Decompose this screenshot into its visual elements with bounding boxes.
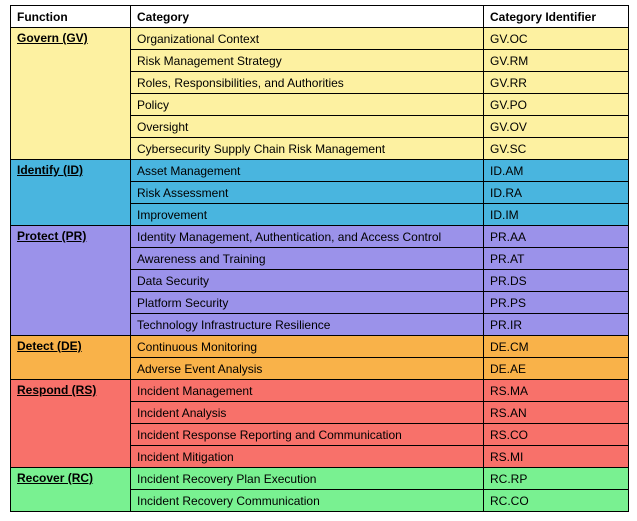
category-identifier: RS.MI bbox=[483, 445, 629, 468]
function-name: Govern (GV) bbox=[10, 27, 131, 160]
category-name: Platform Security bbox=[130, 291, 484, 314]
table-row: Risk Management Strategy GV.RM bbox=[10, 49, 629, 72]
category-name: Awareness and Training bbox=[130, 247, 484, 270]
category-identifier: PR.AT bbox=[483, 247, 629, 270]
category-name: Cybersecurity Supply Chain Risk Manageme… bbox=[130, 137, 484, 160]
function-name: Detect (DE) bbox=[10, 335, 131, 380]
category-identifier: ID.AM bbox=[483, 159, 629, 182]
category-identifier: PR.IR bbox=[483, 313, 629, 336]
table-row: Risk Assessment ID.RA bbox=[10, 181, 629, 204]
category-name: Continuous Monitoring bbox=[130, 335, 484, 358]
table-row: Detect (DE) Continuous Monitoring DE.CM bbox=[10, 335, 629, 380]
category-name: Incident Mitigation bbox=[130, 445, 484, 468]
category-identifier: ID.IM bbox=[483, 203, 629, 226]
table-row: Incident Mitigation RS.MI bbox=[10, 445, 629, 468]
category-name: Incident Recovery Communication bbox=[130, 489, 484, 512]
category-name: Technology Infrastructure Resilience bbox=[130, 313, 484, 336]
table-row: Identify (ID) Asset Management ID.AM bbox=[10, 159, 629, 226]
header-row: Function Category Category Identifier bbox=[10, 5, 629, 28]
category-identifier: PR.AA bbox=[483, 225, 629, 248]
category-name: Incident Management bbox=[130, 379, 484, 402]
category-identifier: RS.AN bbox=[483, 401, 629, 424]
category-identifier: GV.OC bbox=[483, 27, 629, 50]
category-name: Risk Assessment bbox=[130, 181, 484, 204]
category-identifier: GV.PO bbox=[483, 93, 629, 116]
category-name: Oversight bbox=[130, 115, 484, 138]
table-row: Protect (PR) Identity Management, Authent… bbox=[10, 225, 629, 336]
table-row: Incident Response Reporting and Communic… bbox=[10, 423, 629, 446]
table-row: Improvement ID.IM bbox=[10, 203, 629, 226]
csf-functions-table: Function Category Category Identifier Go… bbox=[10, 5, 629, 512]
table-row: Data Security PR.DS bbox=[10, 269, 629, 292]
category-name: Asset Management bbox=[130, 159, 484, 182]
table-row: Incident Analysis RS.AN bbox=[10, 401, 629, 424]
category-name: Roles, Responsibilities, and Authorities bbox=[130, 71, 484, 94]
category-name: Incident Recovery Plan Execution bbox=[130, 467, 484, 490]
table-row: Respond (RS) Incident Management RS.MA bbox=[10, 379, 629, 468]
category-identifier: RS.MA bbox=[483, 379, 629, 402]
category-identifier: GV.RR bbox=[483, 71, 629, 94]
category-name: Risk Management Strategy bbox=[130, 49, 484, 72]
category-identifier: GV.SC bbox=[483, 137, 629, 160]
category-name: Policy bbox=[130, 93, 484, 116]
category-name: Adverse Event Analysis bbox=[130, 357, 484, 380]
category-identifier: DE.AE bbox=[483, 357, 629, 380]
category-name: Incident Response Reporting and Communic… bbox=[130, 423, 484, 446]
function-name: Respond (RS) bbox=[10, 379, 131, 468]
header-category-identifier: Category Identifier bbox=[483, 5, 629, 28]
category-name: Incident Analysis bbox=[130, 401, 484, 424]
table-row: Incident Recovery Communication RC.CO bbox=[10, 489, 629, 512]
category-identifier: ID.RA bbox=[483, 181, 629, 204]
table-row: Oversight GV.OV bbox=[10, 115, 629, 138]
function-name: Identify (ID) bbox=[10, 159, 131, 226]
function-name: Protect (PR) bbox=[10, 225, 131, 336]
category-identifier: RS.CO bbox=[483, 423, 629, 446]
table-row: Platform Security PR.PS bbox=[10, 291, 629, 314]
category-name: Improvement bbox=[130, 203, 484, 226]
table-body: Govern (GV) Organizational Context GV.OC Ri… bbox=[10, 27, 629, 512]
category-name: Data Security bbox=[130, 269, 484, 292]
csf-table-container: Function Category Category Identifier Go… bbox=[10, 5, 629, 512]
category-identifier: RC.RP bbox=[483, 467, 629, 490]
table-row: Technology Infrastructure Resilience PR.I… bbox=[10, 313, 629, 336]
category-identifier: PR.DS bbox=[483, 269, 629, 292]
category-name: Organizational Context bbox=[130, 27, 484, 50]
table-row: Govern (GV) Organizational Context GV.OC bbox=[10, 27, 629, 160]
category-identifier: PR.PS bbox=[483, 291, 629, 314]
function-name: Recover (RC) bbox=[10, 467, 131, 512]
table-row: Recover (RC) Incident Recovery Plan Execu… bbox=[10, 467, 629, 512]
category-identifier: GV.RM bbox=[483, 49, 629, 72]
category-name: Identity Management, Authentication, and… bbox=[130, 225, 484, 248]
category-identifier: DE.CM bbox=[483, 335, 629, 358]
category-identifier: RC.CO bbox=[483, 489, 629, 512]
header-function: Function bbox=[10, 5, 131, 28]
table-row: Cybersecurity Supply Chain Risk Manageme… bbox=[10, 137, 629, 160]
category-identifier: GV.OV bbox=[483, 115, 629, 138]
header-category: Category bbox=[130, 5, 484, 28]
